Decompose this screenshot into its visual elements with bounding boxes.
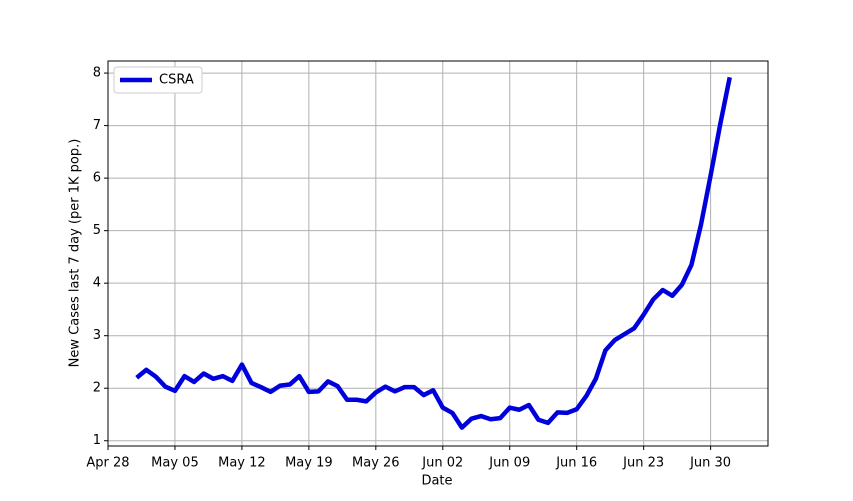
x-tick-label: May 26 [352,456,400,471]
x-tick-label: Jun 02 [421,456,463,471]
y-tick-label: 7 [93,118,101,133]
x-tick-label: Jun 23 [622,456,664,471]
y-tick-label: 8 [93,66,101,81]
x-axis-label: Date [421,474,452,489]
x-tick-label: May 12 [218,456,266,471]
legend: CSRA [113,66,203,94]
x-tick-label: Jun 09 [488,456,530,471]
x-tick-label: May 19 [285,456,333,471]
x-tick-label: Jun 30 [689,456,731,471]
x-tick-label: May 05 [151,456,199,471]
x-tick-label: Jun 16 [555,456,597,471]
y-tick-label: 1 [93,433,101,448]
y-axis-label: New Cases last 7 day (per 1K pop.) [68,139,83,368]
data-line [135,76,732,430]
legend-label: CSRA [159,73,194,88]
y-tick-label: 4 [93,276,101,291]
legend-box [113,66,203,94]
y-tick-label: 3 [93,328,101,343]
x-tick-label: Apr 28 [86,456,129,471]
y-tick-label: 6 [93,171,101,186]
y-tick-label: 2 [93,381,101,396]
plot-frame [107,60,769,447]
y-tick-label: 5 [93,223,101,238]
